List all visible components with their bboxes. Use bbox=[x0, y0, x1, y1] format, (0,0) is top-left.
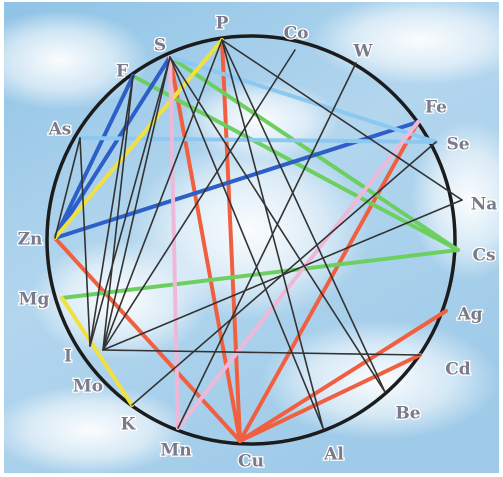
connection-ag-cu bbox=[238, 309, 448, 443]
connection-k-se bbox=[131, 141, 437, 406]
connection-mn-w bbox=[177, 62, 357, 429]
element-label-cd: Cd bbox=[445, 360, 471, 380]
element-label-zn: Zn bbox=[18, 230, 43, 250]
element-labels: P Co W Fe Se Na Cs Ag Cd Be Al Cu Mn K MoI Mg Zn As F S bbox=[16, 12, 498, 473]
connection-s-se bbox=[168, 55, 438, 144]
element-label-i: I bbox=[64, 347, 72, 367]
element-label-f: F bbox=[116, 62, 128, 82]
connection-s-be bbox=[169, 56, 386, 393]
connection-i-f bbox=[89, 75, 134, 347]
element-label-mn: Mn bbox=[160, 441, 191, 461]
element-label-w: W bbox=[352, 42, 373, 62]
element-label-na: Na bbox=[471, 195, 498, 215]
element-label-s: S bbox=[154, 36, 166, 56]
connection-p-cu bbox=[220, 38, 242, 443]
element-label-se: Se bbox=[446, 135, 469, 155]
connection-mo-co bbox=[102, 49, 296, 351]
connection-cd-cu bbox=[238, 353, 422, 443]
element-label-p: P bbox=[216, 14, 229, 34]
element-label-mg: Mg bbox=[19, 290, 50, 310]
element-label-al: Al bbox=[323, 445, 344, 465]
element-label-as: As bbox=[48, 120, 72, 140]
connection-mo-p bbox=[102, 39, 223, 351]
element-label-mo: Mo bbox=[73, 377, 103, 397]
connection-p-na bbox=[221, 39, 463, 201]
element-label-co: Co bbox=[284, 24, 309, 44]
connection-lines bbox=[53, 38, 463, 443]
connection-zn-f bbox=[53, 74, 135, 240]
element-label-be: Be bbox=[395, 404, 420, 424]
connection-zn-s bbox=[53, 55, 172, 240]
connection-i-s bbox=[89, 56, 171, 347]
connection-s-al bbox=[169, 56, 324, 429]
element-label-k: K bbox=[121, 415, 137, 435]
connection-mo-f bbox=[102, 75, 134, 351]
element-label-fe: Fe bbox=[425, 98, 447, 118]
element-label-cs: Cs bbox=[472, 246, 495, 266]
connection-i-as bbox=[79, 137, 91, 347]
connection-zn-as bbox=[54, 137, 81, 239]
connection-mo-cd bbox=[102, 349, 421, 356]
element-label-ag: Ag bbox=[456, 305, 482, 325]
connection-mn-fe bbox=[176, 120, 420, 430]
connection-mo-s bbox=[102, 56, 171, 351]
connection-fe-cu bbox=[238, 120, 420, 443]
connection-s-cu bbox=[168, 55, 242, 443]
outer-ring bbox=[45, 34, 457, 446]
connection-p-al bbox=[221, 39, 324, 429]
connection-p-be bbox=[221, 39, 386, 393]
element-label-cu: Cu bbox=[238, 452, 264, 472]
connection-mg-k bbox=[60, 296, 134, 407]
